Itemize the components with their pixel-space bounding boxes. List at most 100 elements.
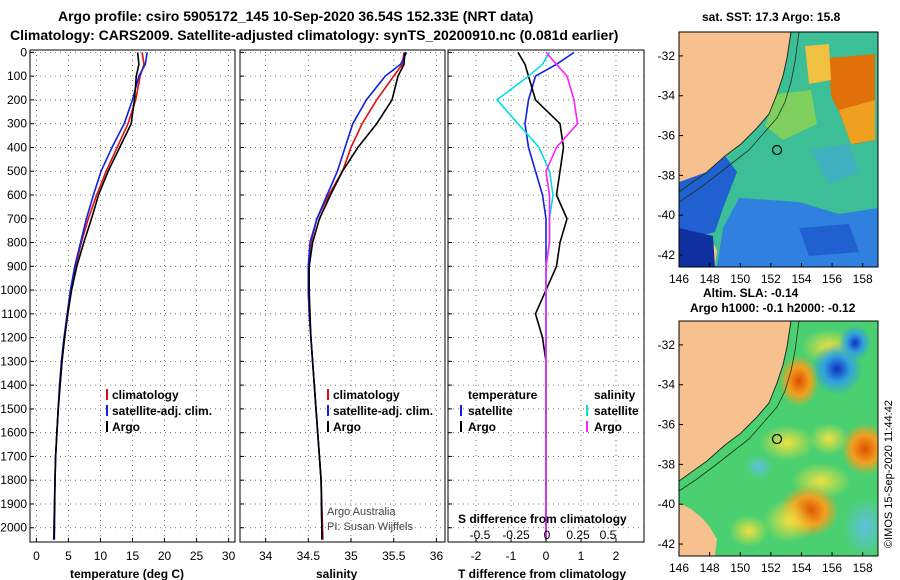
x-tick-label: 25 — [190, 549, 204, 563]
map-x-tick-label: 154 — [791, 561, 811, 575]
depth-tick-label: 1400 — [0, 378, 27, 392]
x-tick-label: 1 — [578, 549, 585, 563]
map-x-tick-label: 150 — [730, 561, 750, 575]
legend-swatch-climatology — [327, 389, 329, 400]
series-line-argo — [308, 52, 406, 540]
legend-s-satellite: satellite — [594, 404, 639, 418]
depth-tick-label: 500 — [7, 164, 27, 178]
depth-tick-label: 300 — [7, 117, 27, 131]
temperature-series — [52, 52, 148, 540]
difference-series — [496, 51, 579, 540]
x-tick-label: 5 — [65, 549, 72, 563]
credit-line-2: PI: Susan Wijffels — [327, 521, 413, 533]
s-difference-tick-label: 0.5 — [600, 528, 617, 542]
depth-tick-label: 100 — [7, 69, 27, 83]
header-line-1: Argo profile: csiro 5905172_145 10-Sep-2… — [58, 8, 533, 24]
depth-tick-label: 1200 — [0, 331, 27, 345]
map-x-tick-label: 158 — [853, 561, 873, 575]
series-line-satellite-adj-clim- — [307, 52, 408, 540]
sla-map: Altim. SLA: -0.14 Argo h1000: -0.1 h2000… — [658, 286, 879, 575]
depth-tick-label: 1800 — [0, 473, 27, 487]
salinity-frame — [239, 49, 446, 543]
salinity-panel: 34 34.5 35 35.5 36 salinity climatology sate… — [239, 49, 446, 580]
depth-tick-label: 1000 — [0, 283, 27, 297]
depth-tick-label: 1100 — [1, 307, 27, 321]
map-y-tick-label: -32 — [658, 338, 676, 352]
legend-climatology: climatology — [112, 388, 179, 402]
depth-tick-label: 400 — [7, 140, 27, 154]
sla-map-title: Altim. SLA: -0.14 — [703, 286, 799, 300]
legend-satellite: satellite-adj. clim. — [112, 404, 212, 418]
temperature-grid — [30, 50, 235, 542]
s-difference-tick-label: -0.5 — [470, 528, 491, 542]
x-tick-label: 0 — [543, 549, 550, 563]
series-line-climatology — [307, 52, 405, 540]
depth-tick-label: 1900 — [0, 497, 27, 511]
legend-satellite: satellite-adj. clim. — [333, 404, 433, 418]
sla-map-image — [679, 321, 878, 556]
legend-swatch-s-satellite — [586, 405, 588, 416]
sst-map: sat. SST: 17.3 Argo: 15.8 146 148 150 152 15… — [658, 10, 879, 286]
imos-stamp: ©IMOS 15-Sep-2020 11:44:42 — [883, 400, 895, 548]
sla-map-ticks: 146 148 150 152 154 156 158 -32 -34 -36 -38 -40 -42 — [658, 338, 873, 575]
s-difference-tick-label: -0.25 — [502, 528, 530, 542]
argo-position-marker — [771, 433, 783, 445]
depth-tick-label: 1300 — [0, 354, 27, 368]
legend-swatch-satellite — [327, 405, 329, 416]
temperature-legend: climatology satellite-adj. clim. Argo — [106, 388, 212, 434]
legend-climatology: climatology — [333, 388, 400, 402]
difference-legend: temperature satellite Argo salinity sate… — [460, 388, 639, 434]
map-y-tick-label: -40 — [658, 208, 676, 222]
x-tick-label: 30 — [222, 549, 236, 563]
series-line-argo — [53, 52, 140, 540]
temperature-x-ticks: 0 5 10 15 20 25 30 — [33, 538, 236, 563]
depth-tick-label: 600 — [7, 188, 27, 202]
salinity-x-ticks: 34 34.5 35 35.5 36 — [259, 538, 444, 563]
s-difference-label: S difference from climatology — [458, 512, 627, 526]
legend-s-argo: Argo — [594, 420, 622, 434]
salinity-legend: climatology satellite-adj. clim. Argo — [327, 388, 433, 434]
depth-tick-label: 1500 — [0, 402, 27, 416]
x-tick-label: 35 — [344, 549, 358, 563]
depth-tick-label: 200 — [7, 93, 27, 107]
x-tick-label: 34.5 — [297, 549, 321, 563]
x-tick-label: -1 — [506, 549, 517, 563]
temperature-panel: 0 5 10 15 20 25 30 temperature (deg C) climato… — [29, 49, 236, 580]
depth-tick-label: 1700 — [0, 449, 27, 463]
sla-map-subtitle: Argo h1000: -0.1 h2000: -0.12 — [690, 301, 856, 315]
series-line-s-argo — [545, 51, 579, 540]
legend-swatch-climatology — [106, 389, 108, 400]
legend-salinity-header: salinity — [594, 388, 636, 402]
map-y-tick-label: -32 — [658, 49, 676, 63]
map-y-tick-label: -38 — [658, 168, 676, 182]
map-y-tick-label: -36 — [658, 129, 676, 143]
map-x-tick-label: 150 — [730, 272, 750, 286]
x-tick-label: 35.5 — [382, 549, 406, 563]
depth-tick-label: 900 — [7, 259, 27, 273]
x-tick-label: 2 — [613, 549, 620, 563]
x-tick-label: 10 — [94, 549, 108, 563]
x-tick-label: 0 — [33, 549, 40, 563]
x-tick-label: 20 — [158, 549, 172, 563]
legend-temperature-header: temperature — [468, 388, 538, 402]
legend-swatch-argo — [327, 421, 329, 432]
legend-t-argo: Argo — [468, 420, 496, 434]
map-y-tick-label: -40 — [658, 497, 676, 511]
map-x-tick-label: 148 — [700, 272, 720, 286]
difference-xlabel: T difference from climatology — [458, 567, 626, 580]
depth-tick-label: 2000 — [0, 521, 27, 535]
map-x-tick-label: 152 — [761, 561, 781, 575]
s-difference-tick-label: 0 — [544, 528, 551, 542]
sst-map-image — [679, 32, 878, 267]
map-x-tick-label: 154 — [791, 272, 811, 286]
salinity-series — [307, 52, 408, 540]
depth-tick-label: 700 — [7, 212, 27, 226]
x-tick-label: 36 — [430, 549, 444, 563]
temperature-xlabel: temperature (deg C) — [70, 567, 184, 580]
x-tick-label: 15 — [126, 549, 140, 563]
salinity-grid — [240, 50, 445, 542]
s-difference-ticks: -0.5 -0.25 0 0.25 0.5 — [470, 528, 617, 542]
x-tick-label: 34 — [259, 549, 273, 563]
depth-tick-label: 0 — [20, 45, 27, 59]
